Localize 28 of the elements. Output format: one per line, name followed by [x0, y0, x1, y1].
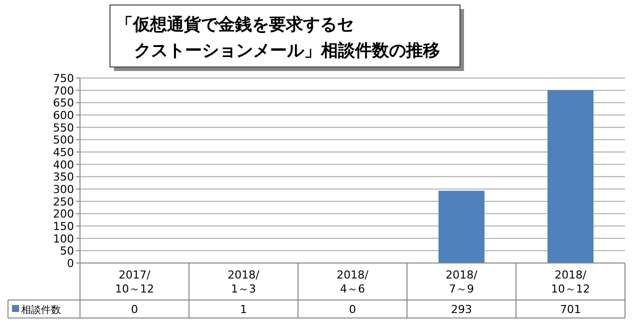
data-label: 1 [240, 303, 247, 316]
y-tick-label: 450 [53, 146, 74, 159]
y-tick-label: 200 [53, 208, 74, 221]
y-tick-label: 150 [53, 220, 74, 233]
y-tick-label: 0 [67, 257, 74, 270]
data-label: 701 [560, 303, 581, 316]
data-label: 293 [451, 303, 472, 316]
x-tick-label: 2018/ 1～3 [228, 268, 260, 296]
y-tick-label: 100 [53, 232, 74, 246]
y-tick-label: 550 [53, 121, 74, 134]
chart-title: 「仮想通貨で金銭を要求するセクストーションメール」相談件数の推移 [116, 15, 440, 61]
x-tick-label: 2018/ 4～6 [336, 268, 369, 296]
y-tick-label: 750 [53, 72, 74, 85]
y-tick-label: 50 [60, 244, 74, 258]
x-tick-label: 2018/ 7～9 [446, 268, 478, 296]
y-tick-label: 600 [53, 109, 74, 122]
y-tick-label: 350 [53, 170, 74, 184]
y-tick-label: 500 [53, 134, 74, 147]
y-tick-label: 300 [53, 183, 74, 196]
x-tick-label: 2017/ 10～12 [115, 268, 154, 296]
y-tick-label: 400 [53, 158, 74, 172]
x-tick-label: 2018/ 10～12 [551, 268, 590, 296]
y-tick-label: 650 [53, 96, 74, 110]
legend-label: 相談件数 [21, 304, 61, 316]
y-tick-label: 700 [53, 84, 74, 98]
data-label: 0 [131, 303, 138, 316]
y-tick-label: 250 [53, 195, 74, 208]
data-label: 0 [349, 303, 356, 316]
